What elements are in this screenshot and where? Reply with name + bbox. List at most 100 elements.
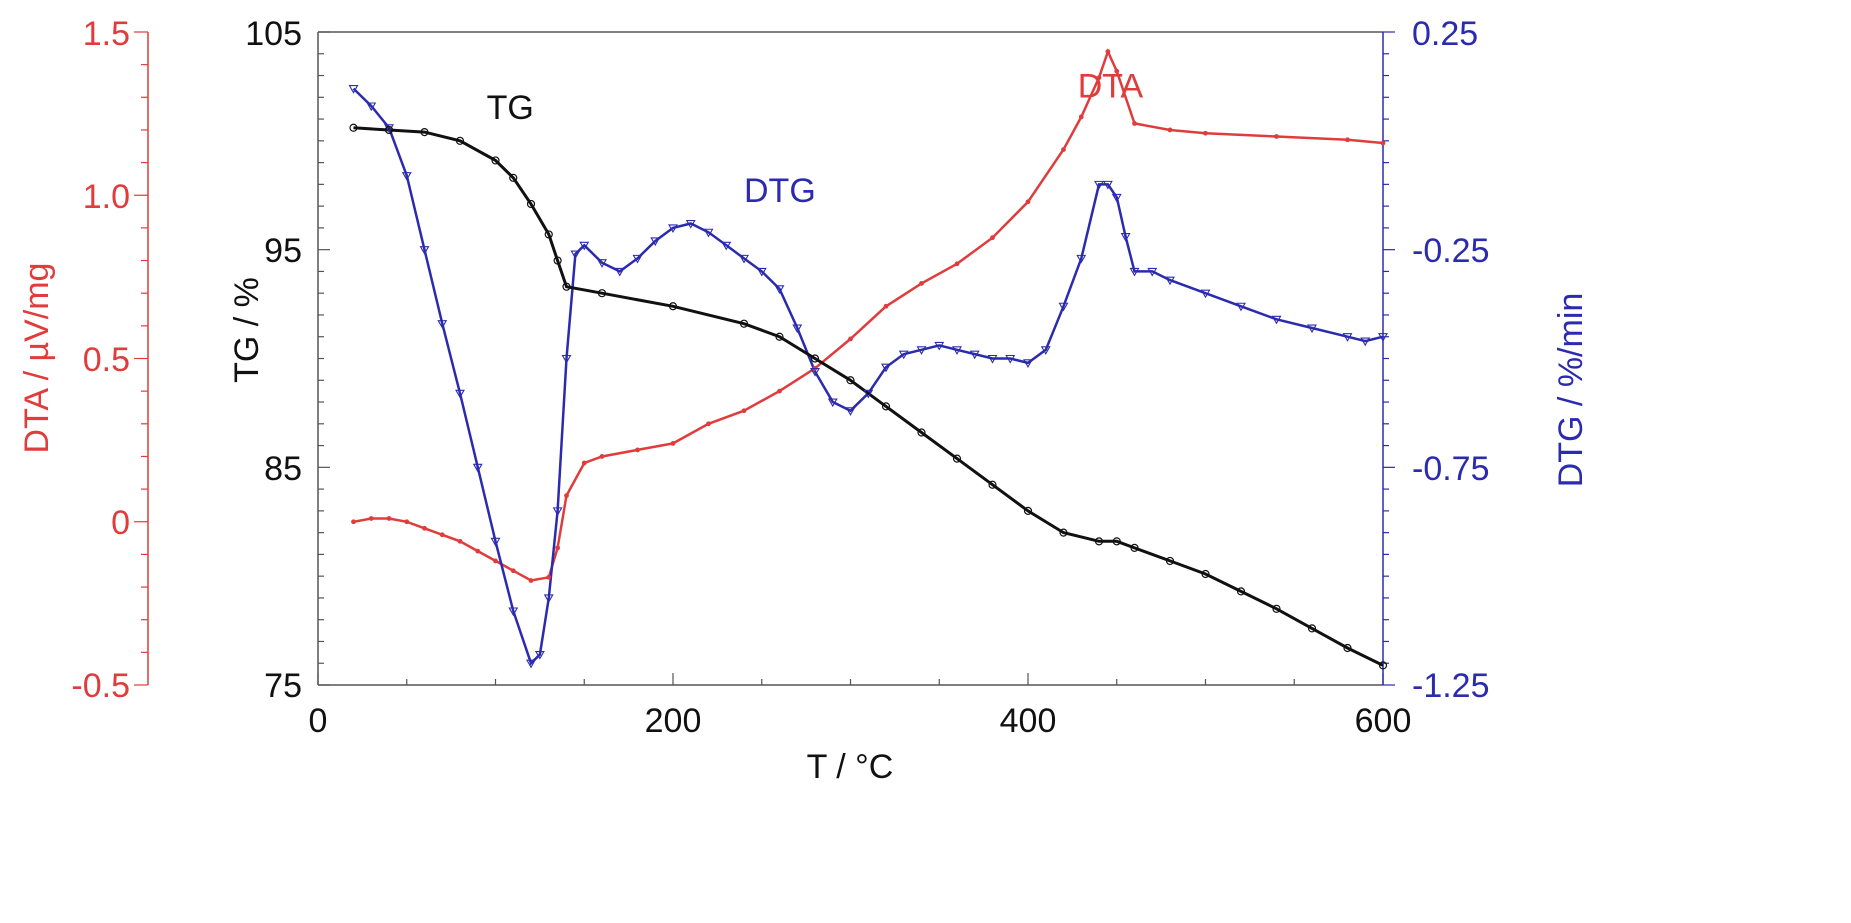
dtg-point — [827, 398, 838, 408]
tg-point — [1112, 537, 1121, 546]
dtg-point — [863, 389, 874, 399]
tg-tick-label: 105 — [245, 15, 302, 53]
dtg-axis-title: DTG / %/min — [1552, 293, 1590, 488]
tg-series-line — [353, 126, 1384, 667]
dtg-point — [419, 246, 430, 255]
dtg-point — [934, 341, 945, 351]
dta-point — [1380, 140, 1386, 146]
dtg-point — [756, 267, 767, 277]
dta-tick-label: 1.0 — [83, 178, 130, 216]
tg-point — [1201, 569, 1210, 579]
dtg-point — [739, 254, 749, 264]
dtg-point — [1076, 254, 1087, 264]
x-tick-label: 400 — [1000, 702, 1057, 740]
dtg-tick-label: 0.25 — [1412, 15, 1478, 53]
tg-point — [544, 230, 553, 239]
dta-point — [1078, 114, 1084, 120]
dtg-point — [1094, 180, 1104, 190]
dtg-point — [1129, 267, 1140, 277]
dtg-point — [570, 250, 581, 260]
tg-point — [881, 402, 891, 411]
dtg-point — [614, 267, 625, 277]
dta-point — [883, 303, 889, 309]
tg-tick-label: 75 — [264, 667, 302, 705]
dtg-point — [1342, 333, 1353, 342]
dta-point — [422, 525, 427, 531]
dtg-point — [526, 659, 536, 669]
dta-point — [1105, 49, 1111, 54]
dta-point — [1345, 137, 1350, 143]
dtg-point — [898, 350, 909, 360]
series-layer — [348, 48, 1388, 670]
dtg-series-markers — [348, 85, 1388, 669]
tg-point — [384, 125, 394, 135]
dta-point — [1203, 130, 1208, 136]
tg-point — [1378, 661, 1388, 670]
dta-tick-label: 0.5 — [83, 341, 130, 379]
dtg-point — [881, 363, 891, 373]
tg-point — [491, 156, 500, 165]
dtg-point — [1200, 289, 1211, 299]
tg-curve-label: TG — [487, 89, 534, 127]
tg-series-markers — [349, 123, 1388, 670]
tg-point — [349, 123, 358, 132]
dtg-point — [1271, 315, 1282, 325]
dtg-point — [703, 228, 714, 238]
dtg-point — [579, 241, 590, 251]
tg-point — [420, 128, 429, 137]
dta-series-line — [353, 48, 1384, 582]
dta-point — [1061, 147, 1066, 152]
dta-point — [493, 558, 498, 564]
dtg-point — [366, 102, 377, 112]
dtg-point — [969, 350, 980, 360]
dta-tick-label: 1.5 — [83, 15, 130, 53]
x-tick-label: 600 — [1355, 702, 1412, 740]
dta-point — [1132, 121, 1137, 126]
tg-point — [988, 480, 997, 489]
dtg-point — [401, 172, 412, 181]
dta-point — [848, 336, 853, 342]
dta-point — [990, 235, 995, 241]
dtg-point — [1058, 302, 1069, 312]
dta-point — [351, 519, 356, 525]
dta-point — [954, 261, 960, 267]
dta-point — [1274, 134, 1279, 139]
tg-point — [917, 428, 926, 437]
dta-point — [1167, 127, 1173, 133]
tg-point — [553, 256, 562, 265]
dta-point — [581, 460, 587, 466]
dtg-point — [810, 368, 820, 377]
dtg-point — [668, 224, 678, 234]
tg-axis-ticks — [318, 31, 330, 686]
tg-point — [526, 199, 536, 209]
dtg-point — [543, 594, 554, 604]
dta-axis: 1.5 1.0 0.5 0 -0.5 DTA / µV/mg — [18, 15, 149, 705]
dta-point — [1025, 199, 1031, 205]
dta-point — [564, 493, 569, 499]
dtg-tick-label: -0.75 — [1412, 450, 1490, 488]
dta-point — [919, 281, 924, 286]
dta-point — [555, 545, 561, 551]
tg-point — [509, 173, 518, 182]
dta-point — [510, 568, 516, 574]
dtg-point — [1165, 276, 1175, 286]
tg-point — [1343, 643, 1352, 653]
tg-point — [1165, 556, 1175, 566]
x-axis-title: T / °C — [807, 748, 894, 786]
dta-point — [670, 440, 676, 446]
plot-frame — [317, 31, 1384, 686]
dtg-axis: 0.25 -0.25 -0.75 -1.25 DTG / %/min — [1383, 15, 1590, 705]
dta-point — [528, 578, 534, 583]
dtg-point — [455, 389, 465, 399]
tg-point — [1130, 543, 1139, 552]
dtg-point — [845, 407, 856, 416]
dta-point — [404, 519, 410, 525]
dtg-point — [437, 320, 448, 329]
dtg-point — [1307, 324, 1317, 334]
dta-point — [475, 548, 481, 554]
dtg-point — [561, 354, 572, 364]
tg-point — [1059, 528, 1068, 537]
dtg-point — [1005, 354, 1016, 364]
x-axis: 0 200 400 600 T / °C — [309, 673, 1412, 786]
